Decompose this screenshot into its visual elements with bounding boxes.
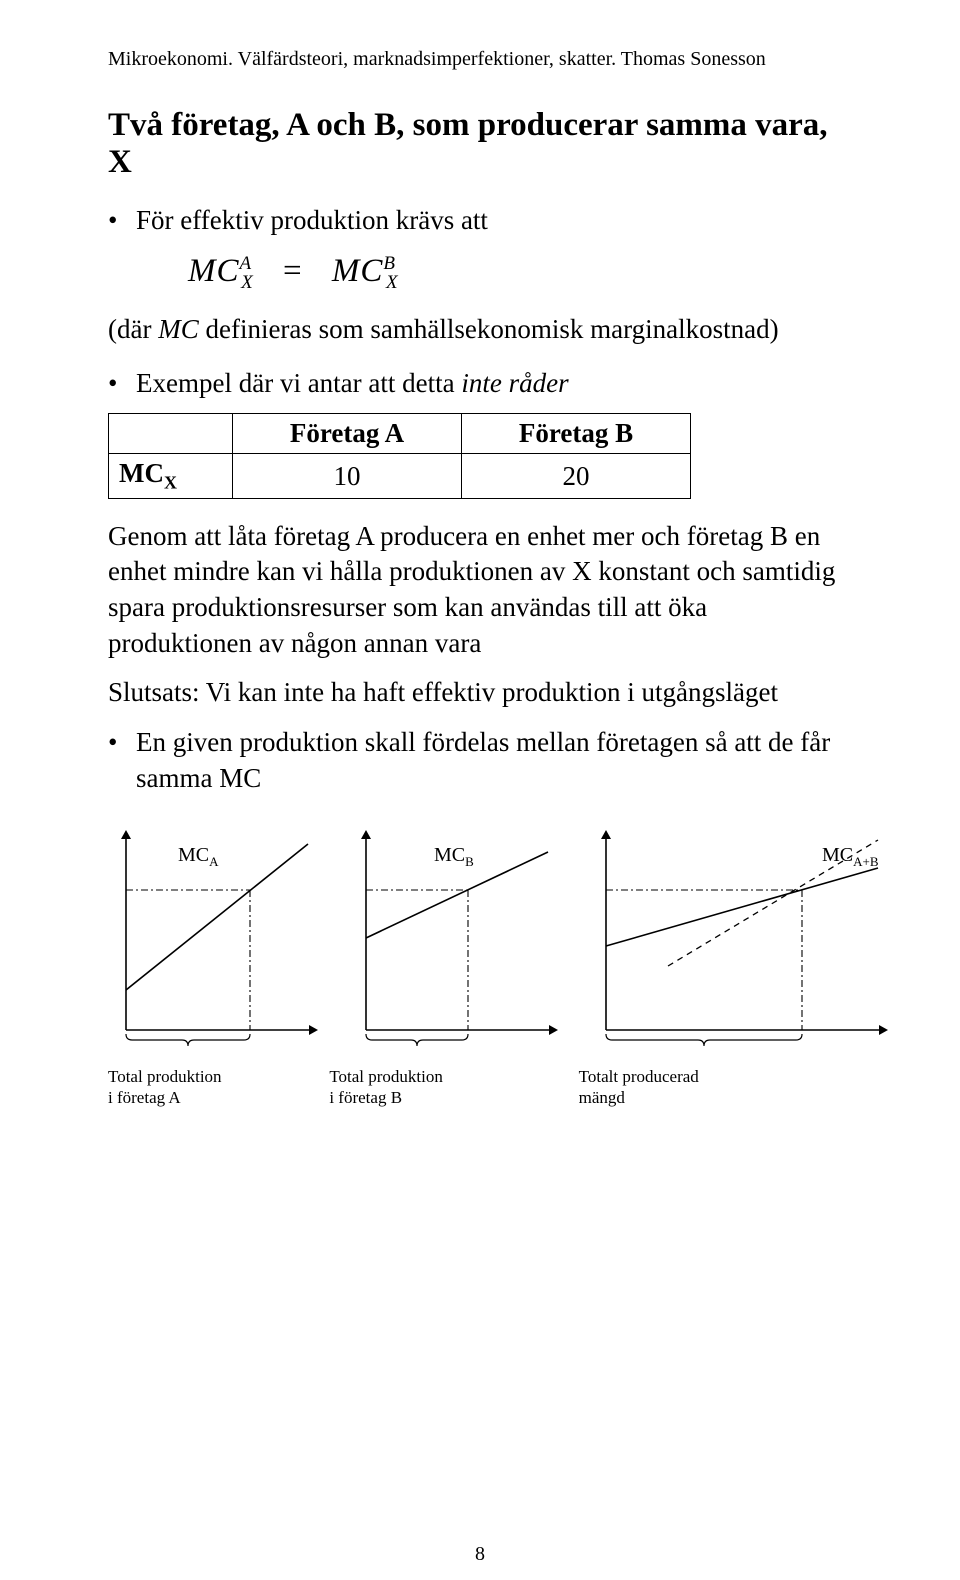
diagram-ab: MCA+B — [588, 830, 888, 1065]
table-cell-b: 20 — [462, 454, 691, 498]
eq-sign: = — [263, 253, 323, 289]
diagram-a-label: MCA — [178, 844, 219, 870]
page-title: Två företag, A och B, som producerar sam… — [108, 107, 852, 181]
diagram-a: MCA — [108, 830, 318, 1065]
table-col-a: Företag A — [233, 414, 462, 454]
table-col-b: Företag B — [462, 414, 691, 454]
table-cell-a: 10 — [233, 454, 462, 498]
bullet2-em: inte råder — [461, 368, 568, 398]
diag-b-label-base: MC — [434, 844, 465, 866]
diagram-b: MCB — [348, 830, 558, 1065]
equation: MCAX = MCBX — [108, 253, 852, 295]
diagram-ab-label: MCA+B — [822, 844, 879, 870]
row-label-base: MC — [119, 458, 164, 488]
page-number: 8 — [0, 1543, 960, 1566]
diag-a-label-base: MC — [178, 844, 209, 866]
caption-b: Total produktioni företag B — [329, 1067, 520, 1108]
table-empty-cell — [109, 414, 233, 454]
eq-rhs-sup: B — [383, 253, 396, 274]
diagram-row: MCA MCB MCA+B — [108, 830, 852, 1065]
caption-row: Total produktioni företag A Total produk… — [108, 1067, 852, 1108]
caption-a: Total produktioni företag A — [108, 1067, 299, 1108]
eq-lhs-base: MC — [188, 253, 240, 289]
bullet-3: En given produktion skall fördelas mella… — [108, 725, 852, 796]
diag-ab-label-base: MC — [822, 844, 853, 866]
caption-ab: Totalt produceradmängd — [551, 1067, 852, 1108]
page-header: Mikroekonomi. Välfärdsteori, marknadsimp… — [108, 48, 852, 71]
paragraph-1: Genom att låta företag A producera en en… — [108, 519, 852, 662]
paren-post: definieras som samhällsekonomisk margina… — [199, 314, 779, 344]
eq-rhs-base: MC — [332, 253, 384, 289]
paren-mc: MC — [158, 314, 199, 344]
bullet-1: För effektiv produktion krävs att — [108, 203, 852, 239]
diag-ab-label-sub: A+B — [853, 854, 878, 869]
eq-rhs-sub: X — [386, 272, 399, 293]
bullet-2: Exempel där vi antar att detta inte råde… — [108, 366, 852, 402]
mc-table: Företag A Företag B MCX 10 20 — [108, 413, 691, 498]
row-label-sub: X — [164, 473, 177, 493]
paragraph-2: Slutsats: Vi kan inte ha haft effektiv p… — [108, 675, 852, 711]
table-row-label: MCX — [109, 454, 233, 498]
paren-pre: (där — [108, 314, 158, 344]
page: Mikroekonomi. Välfärdsteori, marknadsimp… — [0, 0, 960, 1580]
bullet2-pre: Exempel där vi antar att detta — [136, 368, 461, 398]
diagram-b-label: MCB — [434, 844, 474, 870]
table-row: MCX 10 20 — [109, 454, 691, 498]
diag-a-label-sub: A — [209, 854, 218, 869]
eq-lhs-sub: X — [241, 272, 254, 293]
diag-b-label-sub: B — [465, 854, 474, 869]
paren-definition: (där MC definieras som samhällsekonomisk… — [108, 312, 852, 348]
eq-lhs-sup: A — [240, 253, 253, 274]
table-row: Företag A Företag B — [109, 414, 691, 454]
